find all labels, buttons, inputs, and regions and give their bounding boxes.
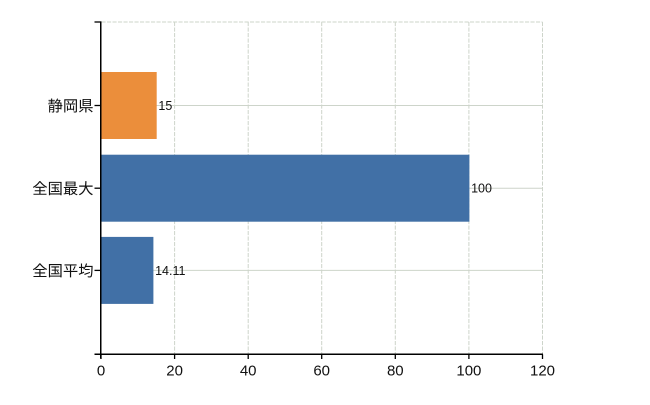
svg-text:40: 40 <box>240 362 257 379</box>
svg-text:20: 20 <box>166 362 183 379</box>
svg-text:60: 60 <box>313 362 330 379</box>
svg-text:0: 0 <box>97 362 105 379</box>
svg-text:100: 100 <box>471 182 492 196</box>
svg-text:100: 100 <box>456 362 481 379</box>
svg-text:120: 120 <box>530 362 555 379</box>
svg-text:14.11: 14.11 <box>155 264 185 278</box>
svg-text:80: 80 <box>387 362 404 379</box>
svg-text:15: 15 <box>158 99 172 113</box>
